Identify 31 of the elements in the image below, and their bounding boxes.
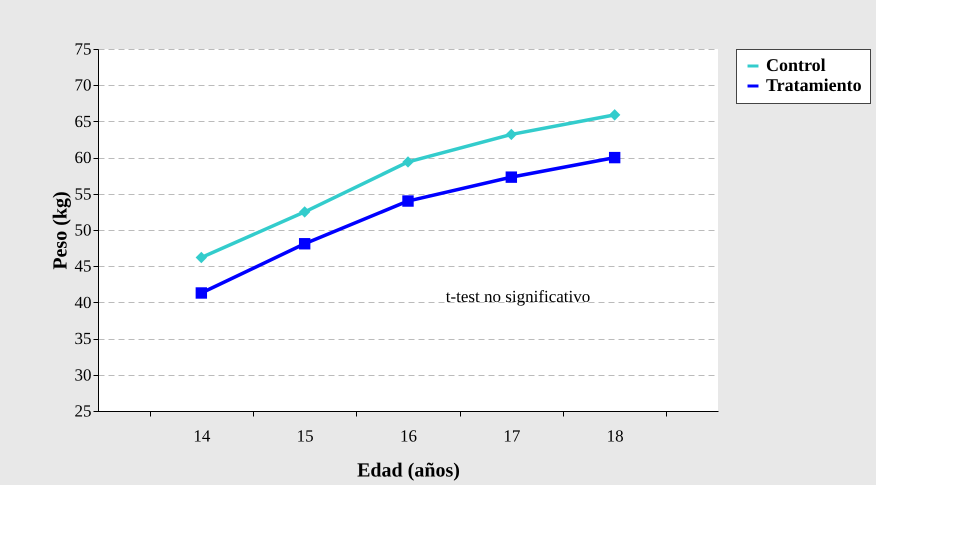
y-axis-title: Peso (kg): [50, 191, 72, 270]
point: [196, 252, 208, 264]
point: [402, 156, 414, 168]
x-tick-label: 16: [400, 426, 417, 446]
point: [506, 128, 518, 140]
point: [608, 152, 620, 164]
y-tick-label: 40: [74, 292, 92, 312]
point: [298, 238, 310, 250]
y-tick-label: 55: [74, 184, 92, 204]
x-tick-label: 17: [503, 426, 521, 446]
x-tick-label: 14: [193, 426, 211, 446]
x-axis-title: Edad (años): [357, 460, 460, 482]
y-tick-label: 60: [74, 148, 92, 168]
point: [196, 287, 208, 299]
y-tick-label: 50: [74, 220, 92, 240]
y-tick-label: 65: [74, 112, 92, 131]
y-tick-label: 45: [74, 256, 92, 276]
legend-label: Control: [766, 55, 826, 75]
point: [506, 171, 518, 183]
y-tick-label: 70: [74, 76, 92, 95]
x-tick-label: 15: [296, 426, 314, 446]
y-tick-label: 35: [74, 329, 92, 348]
x-tick-label: 18: [606, 426, 624, 446]
legend-label: Tratamiento: [766, 75, 862, 95]
point: [402, 195, 414, 207]
point: [298, 206, 310, 218]
point: [608, 109, 620, 121]
y-tick-label: 75: [74, 40, 92, 58]
y-tick-label: 30: [74, 365, 92, 384]
y-tick-label: 25: [74, 402, 92, 420]
annotation: t-test no significativo: [446, 287, 590, 306]
